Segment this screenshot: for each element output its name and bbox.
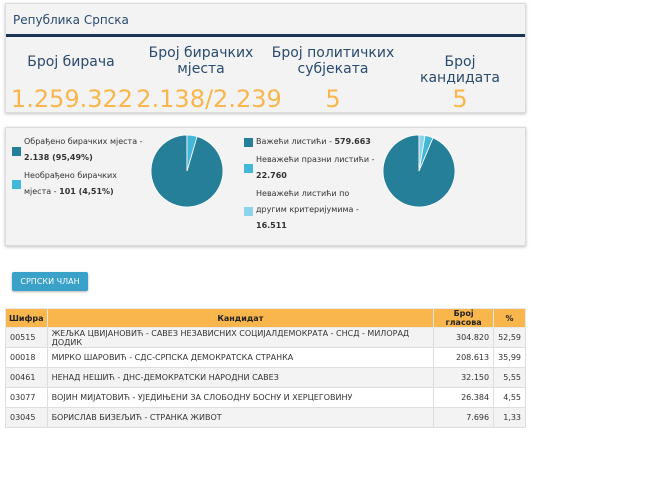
table-row: 00461 НЕНАД НЕШИЋ - ДНС-ДЕМОКРАТСКИ НАРО…: [5, 367, 526, 388]
polling-pie-slice-1: [186, 134, 198, 172]
legend-swatch-invalid-blank: [244, 164, 253, 173]
summary-panel: Република Српска Број бирача 1.259.322 Б…: [5, 3, 526, 113]
legend-swatch-invalid-other: [244, 207, 253, 216]
region-title: Република Српска: [13, 13, 129, 27]
stat-label-political-subjects: Број политичких субјеката: [271, 45, 395, 77]
cell-votes: 304.820: [433, 327, 495, 348]
legend-unprocessed-stations: Необрађено бирачких мјеста - 101 (4,51%): [24, 171, 117, 196]
cell-code: 00515: [5, 327, 48, 348]
stat-label-polling-stations: Број бирачких мјеста: [148, 45, 254, 77]
cell-percent: 35,99: [493, 347, 526, 368]
cell-candidate: МИРКО ШАРОВИЋ - СДС-СРПСКА ДЕМОКРАТСКА С…: [46, 347, 435, 368]
legend-valid-ballots: Важећи листићи - 579.663: [256, 137, 371, 146]
header-candidate: Кандидат: [46, 308, 435, 328]
cell-candidate: НЕНАД НЕШИЋ - ДНС-ДЕМОКРАТСКИ НАРОДНИ СА…: [46, 367, 435, 388]
header-votes: Број гласова: [433, 308, 495, 328]
cell-candidate: ВОЈИН МИЈАТОВИЋ - УЈЕДИЊЕНИ ЗА СЛОБОДНУ …: [46, 387, 435, 408]
serbian-member-tab-button[interactable]: СРПСКИ ЧЛАН: [12, 272, 88, 291]
table-row: 03045 БОРИСЛАВ БИЗЕЉИЋ - СТРАНКА ЖИВОТ 7…: [5, 407, 526, 428]
table-row: 03077 ВОЈИН МИЈАТОВИЋ - УЈЕДИЊЕНИ ЗА СЛО…: [5, 387, 526, 408]
header-code: Шифра: [5, 308, 48, 328]
cell-votes: 26.384: [433, 387, 495, 408]
ballots-pie-slice-2: [418, 134, 426, 172]
legend-swatch-valid: [244, 138, 253, 147]
table-row: 00515 ЖЕЉКА ЦВИЈАНОВИЋ - САВЕЗ НЕЗАВИСНИ…: [5, 327, 526, 348]
header-percent: %: [493, 308, 526, 328]
stat-label-candidates: Број кандидата: [420, 54, 500, 86]
cell-votes: 208.613: [433, 347, 495, 368]
stat-value-political-subjects: 5: [325, 85, 341, 113]
cell-votes: 32.150: [433, 367, 495, 388]
cell-code: 03077: [5, 387, 48, 408]
cell-candidate: БОРИСЛАВ БИЗЕЉИЋ - СТРАНКА ЖИВОТ: [46, 407, 435, 428]
stat-value-candidates: 5: [452, 85, 468, 113]
legend-swatch-processed: [12, 147, 21, 156]
charts-panel: Обрађено бирачких мјеста - 2.138 (95,49%…: [5, 127, 526, 246]
cell-percent: 1,33: [493, 407, 526, 428]
ballots-pie-chart: [382, 134, 456, 208]
table-row: 00018 МИРКО ШАРОВИЋ - СДС-СРПСКА ДЕМОКРА…: [5, 347, 526, 368]
polling-stations-pie-chart: [150, 134, 224, 208]
cell-candidate: ЖЕЉКА ЦВИЈАНОВИЋ - САВЕЗ НЕЗАВИСНИХ СОЦИ…: [46, 327, 435, 348]
cell-votes: 7.696: [433, 407, 495, 428]
cell-percent: 52,59: [493, 327, 526, 348]
cell-percent: 4,55: [493, 387, 526, 408]
stat-value-voters: 1.259.322: [10, 85, 134, 113]
legend-invalid-blank-ballots: Неважећи празни листићи - 22.760: [256, 155, 375, 180]
stat-value-polling-stations: 2.138/2.239: [136, 85, 282, 113]
stat-label-voters: Број бирача: [27, 54, 115, 70]
cell-percent: 5,55: [493, 367, 526, 388]
cell-code: 00461: [5, 367, 48, 388]
results-table: Шифра Кандидат Број гласова % 00515 ЖЕЉК…: [5, 308, 526, 428]
table-header-row: Шифра Кандидат Број гласова %: [5, 308, 526, 328]
cell-code: 03045: [5, 407, 48, 428]
legend-processed-stations: Обрађено бирачких мјеста - 2.138 (95,49%…: [24, 137, 143, 162]
title-divider: [6, 34, 525, 37]
legend-invalid-other-ballots: Неважећи листићи по другим критеријумима…: [256, 189, 359, 230]
legend-swatch-unprocessed: [12, 180, 21, 189]
cell-code: 00018: [5, 347, 48, 368]
